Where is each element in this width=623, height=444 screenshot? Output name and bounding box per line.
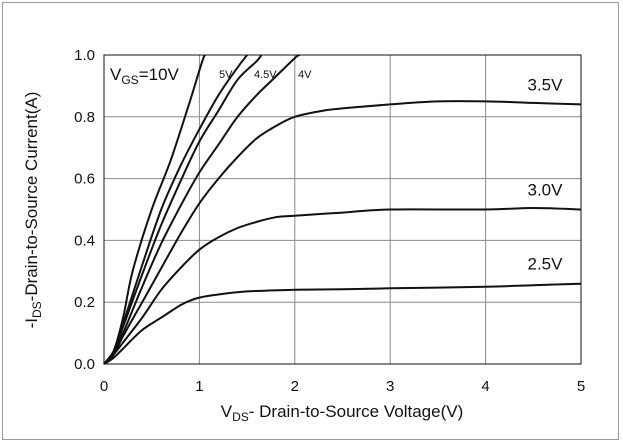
x-tick-label: 5 bbox=[577, 378, 585, 395]
curve-vgs-4_5V bbox=[103, 54, 263, 365]
curve-vgs-3_0V bbox=[103, 206, 582, 365]
y-tick-label: 0.6 bbox=[74, 171, 95, 188]
curve-label: 3.0V bbox=[528, 181, 564, 200]
chart-frame bbox=[2, 2, 619, 440]
curve-labels: 5V 4.5V 4V 3.5V 3.0V 2.5V bbox=[219, 69, 563, 274]
x-tick-label: 3 bbox=[386, 378, 394, 395]
y-tick-label: 0.4 bbox=[74, 232, 95, 249]
vgs-legend-label: VGS=10V bbox=[110, 65, 180, 87]
x-tick-label: 0 bbox=[100, 378, 108, 395]
x-tick-label: 4 bbox=[481, 378, 489, 395]
y-axis-ticks: 0.0 0.2 0.4 0.6 0.8 1.0 bbox=[74, 47, 95, 373]
curve-vgs-2_5V bbox=[103, 282, 582, 365]
x-tick-label: 2 bbox=[291, 378, 299, 395]
curves bbox=[103, 54, 582, 365]
curve-label: 5V bbox=[219, 69, 233, 81]
curve-label: 3.5V bbox=[528, 75, 564, 94]
curve-vgs-3_5V bbox=[103, 100, 582, 365]
curve-label: 4V bbox=[298, 69, 312, 81]
x-axis-ticks: 0 1 2 3 4 5 bbox=[100, 378, 585, 395]
curve-vgs-4V bbox=[103, 54, 301, 365]
x-tick-label: 1 bbox=[195, 378, 203, 395]
x-axis-title: VDS- Drain-to-Source Voltage(V) bbox=[221, 402, 464, 424]
grid bbox=[104, 55, 581, 364]
y-tick-label: 0.2 bbox=[74, 294, 95, 311]
curve-label: 2.5V bbox=[528, 255, 564, 274]
y-tick-label: 0.8 bbox=[74, 109, 95, 126]
y-axis-title: -IDS-Drain-to-Source Current(A) bbox=[22, 92, 44, 329]
y-tick-label: 1.0 bbox=[74, 47, 95, 64]
curve-label: 4.5V bbox=[254, 69, 277, 81]
y-tick-label: 0.0 bbox=[74, 356, 95, 373]
curve-vgs-10V bbox=[103, 54, 206, 365]
